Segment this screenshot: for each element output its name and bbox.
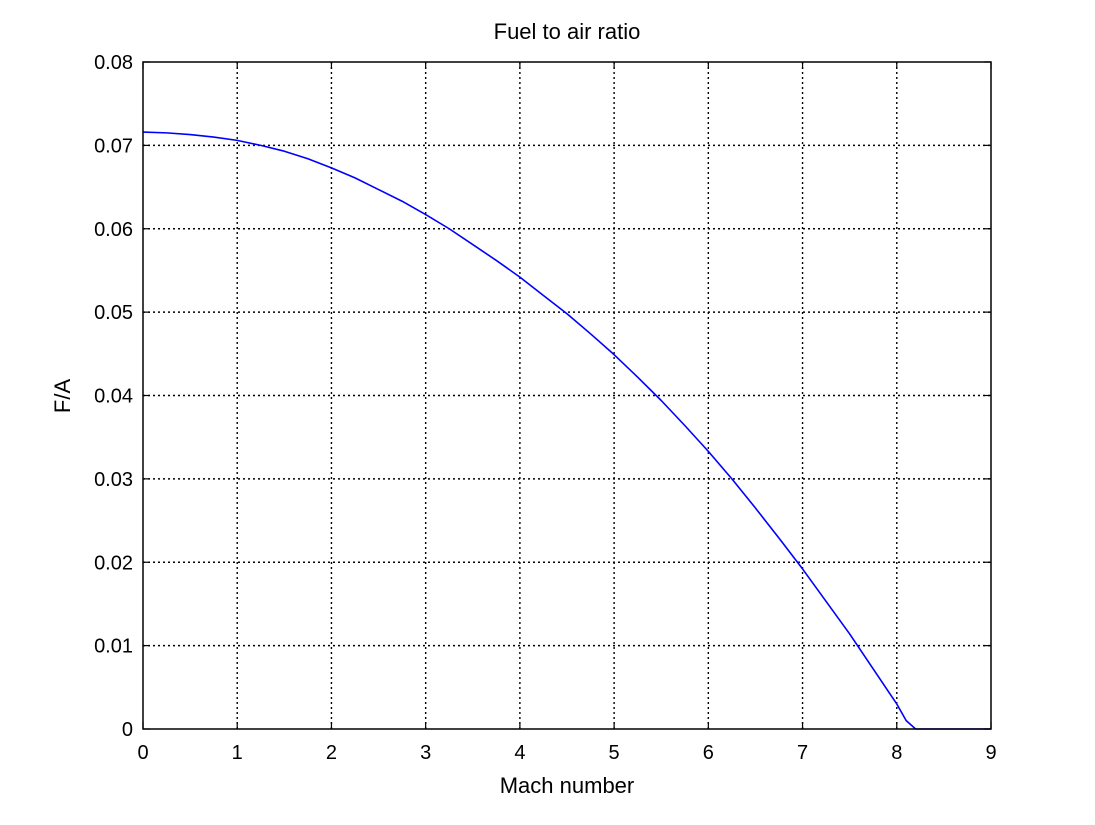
y-tick-label: 0.01	[94, 636, 133, 658]
x-tick-label: 7	[797, 742, 808, 764]
x-tick-label: 5	[609, 742, 620, 764]
y-tick-label: 0.05	[94, 302, 133, 324]
y-tick-label: 0	[122, 719, 133, 741]
y-tick-label: 0.02	[94, 552, 133, 574]
y-tick-label: 0.06	[94, 219, 133, 241]
x-tick-label: 9	[985, 742, 996, 764]
y-tick-label: 0.08	[94, 52, 133, 74]
chart-title: Fuel to air ratio	[494, 19, 641, 44]
x-axis-label: Mach number	[500, 773, 635, 798]
y-tick-label: 0.07	[94, 135, 133, 157]
tick-marks	[142, 61, 992, 730]
x-tick-label: 6	[703, 742, 714, 764]
y-tick-label: 0.04	[94, 386, 133, 408]
y-axis-label: F/A	[50, 379, 75, 414]
x-tick-label: 4	[514, 742, 525, 764]
x-tick-label: 2	[326, 742, 337, 764]
series-layer	[142, 131, 991, 730]
series-line	[142, 131, 991, 730]
grid-lines	[143, 62, 991, 729]
x-tick-label: 1	[232, 742, 243, 764]
x-tick-label: 3	[420, 742, 431, 764]
x-axis-tick-labels: 0 1 2 3 4 5 6 7 8 9	[137, 742, 996, 764]
x-tick-label: 8	[891, 742, 902, 764]
x-tick-label: 0	[137, 742, 148, 764]
y-axis-tick-labels: 0 0.01 0.02 0.03 0.04 0.05 0.06 0.07 0.08	[94, 52, 133, 741]
y-tick-label: 0.03	[94, 469, 133, 491]
